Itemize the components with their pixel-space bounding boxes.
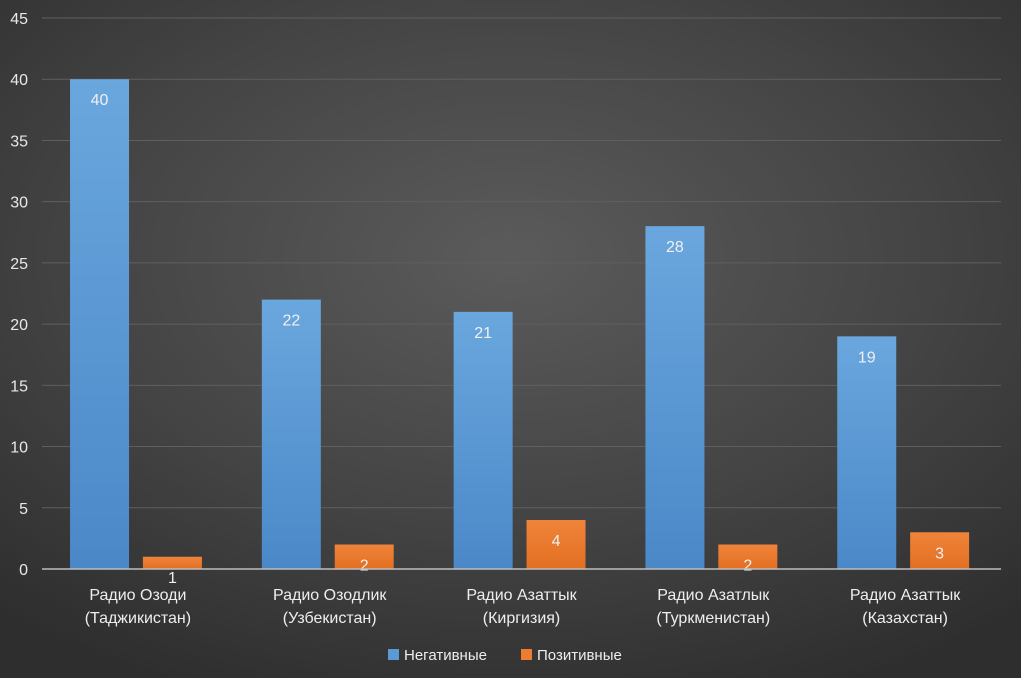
bar-positive-3 bbox=[718, 544, 778, 569]
bar-negative-2 bbox=[453, 311, 513, 569]
legend-swatch bbox=[388, 649, 399, 660]
y-axis: 0 5 10 15 20 25 30 35 40 45 bbox=[10, 11, 28, 579]
bar-negative-1 bbox=[261, 299, 321, 569]
bar-negative-0 bbox=[70, 79, 130, 569]
data-label: 2 bbox=[360, 558, 369, 575]
data-label: 28 bbox=[666, 239, 684, 256]
y-tick-label: 20 bbox=[10, 317, 28, 334]
data-label: 40 bbox=[91, 92, 109, 109]
x-category-label: Радио Озоди (Таджикистан) bbox=[85, 587, 191, 627]
grid-lines bbox=[42, 17, 1001, 509]
y-tick-label: 40 bbox=[10, 72, 28, 89]
data-label: 3 bbox=[935, 545, 944, 562]
legend-item-negative: Негативные bbox=[388, 647, 487, 664]
data-label: 22 bbox=[282, 313, 300, 330]
x-category-label: Радио Азатлык (Туркменистан) bbox=[656, 587, 770, 627]
y-tick-label: 10 bbox=[10, 440, 28, 457]
bar-positive-4 bbox=[910, 532, 970, 569]
legend-label: Позитивные bbox=[537, 647, 622, 664]
bar-negative-3 bbox=[645, 226, 705, 569]
x-category-label: Радио Азаттык (Киргизия) bbox=[466, 587, 577, 627]
data-label: 1 bbox=[168, 570, 177, 587]
data-label: 2 bbox=[743, 558, 752, 575]
y-tick-label: 35 bbox=[10, 133, 28, 150]
bar-positive-1 bbox=[334, 544, 394, 569]
x-category-label: Радио Озодлик (Узбекистан) bbox=[273, 587, 387, 627]
data-label: 21 bbox=[474, 325, 492, 342]
y-tick-label: 25 bbox=[10, 256, 28, 273]
legend-label: Негативные bbox=[404, 647, 487, 664]
y-tick-label: 5 bbox=[19, 501, 28, 518]
legend-swatch bbox=[521, 649, 532, 660]
legend: Негативные Позитивные bbox=[388, 647, 622, 664]
x-axis: Радио Озоди (Таджикистан) Радио Озодлик (Уз… bbox=[42, 568, 1001, 627]
bar-positive-2 bbox=[526, 520, 586, 569]
y-tick-label: 30 bbox=[10, 195, 28, 212]
data-label: 4 bbox=[552, 533, 561, 550]
data-label: 19 bbox=[858, 349, 876, 366]
x-category-label: Радио Азаттык (Казахстан) bbox=[850, 587, 961, 627]
bar-negative-4 bbox=[837, 336, 897, 569]
bar-positive-0 bbox=[142, 556, 202, 569]
y-tick-label: 0 bbox=[19, 562, 28, 579]
legend-item-positive: Позитивные bbox=[521, 647, 622, 664]
y-tick-label: 15 bbox=[10, 378, 28, 395]
y-tick-label: 45 bbox=[10, 11, 28, 28]
